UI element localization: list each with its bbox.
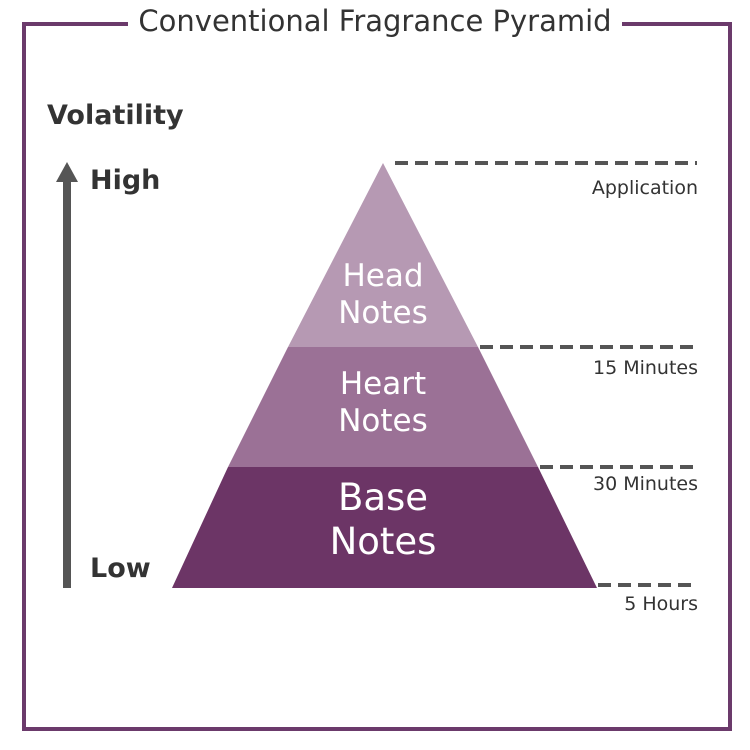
heart-notes-label: Heart Notes bbox=[283, 366, 483, 440]
time-30-minutes: 30 Minutes bbox=[592, 473, 698, 495]
time-application: Application bbox=[591, 177, 698, 199]
base-notes-line1: Base bbox=[337, 476, 429, 519]
head-notes-layer bbox=[288, 163, 478, 347]
high-label: High bbox=[90, 165, 161, 196]
head-notes-line2: Notes bbox=[338, 295, 428, 332]
head-notes-line1: Head bbox=[342, 258, 424, 294]
heart-notes-line2: Notes bbox=[338, 403, 428, 440]
volatility-label: Volatility bbox=[47, 100, 184, 131]
head-notes-label: Head Notes bbox=[283, 258, 483, 332]
time-15-minutes: 15 Minutes bbox=[592, 357, 698, 379]
time-5-hours: 5 Hours bbox=[624, 593, 698, 615]
volatility-arrow-head-icon bbox=[56, 162, 78, 182]
base-notes-layer bbox=[172, 467, 597, 588]
low-label: Low bbox=[90, 553, 151, 584]
title-text: Conventional Fragrance Pyramid bbox=[128, 4, 622, 38]
heart-notes-line1: Heart bbox=[339, 366, 427, 402]
diagram-title: Conventional Fragrance Pyramid bbox=[0, 4, 750, 38]
heart-notes-layer bbox=[228, 347, 538, 467]
base-notes-line2: Notes bbox=[329, 519, 437, 563]
base-notes-label: Base Notes bbox=[283, 476, 483, 563]
